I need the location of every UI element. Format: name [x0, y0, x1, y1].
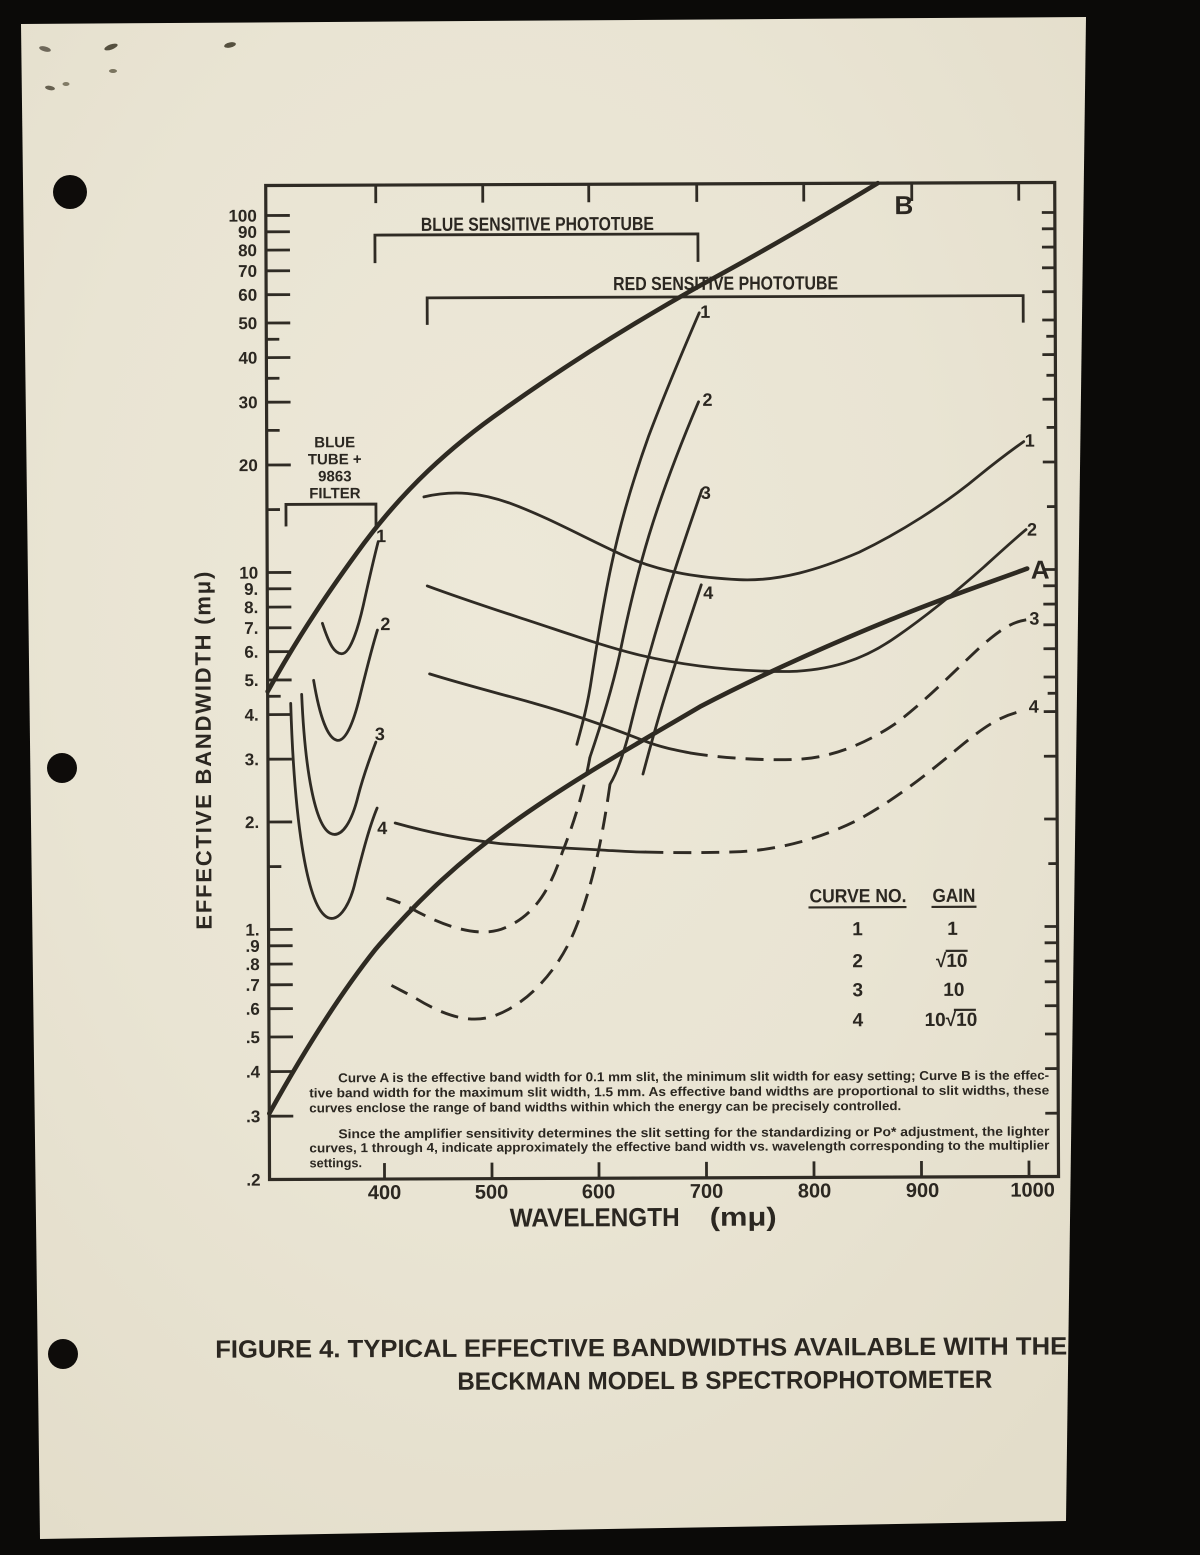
- svg-text:3: 3: [852, 980, 863, 1001]
- svg-text:2: 2: [380, 614, 390, 634]
- svg-text:1.: 1.: [245, 921, 259, 940]
- svg-text:WAVELENGTH: WAVELENGTH: [510, 1202, 680, 1233]
- svg-text:BECKMAN MODEL B SPECTROPHOTOME: BECKMAN MODEL B SPECTROPHOTOMETER: [457, 1366, 992, 1396]
- svg-text:2: 2: [1027, 520, 1037, 540]
- svg-text:1000: 1000: [1010, 1179, 1055, 1201]
- svg-text:700: 700: [690, 1181, 723, 1203]
- svg-text:.4: .4: [246, 1063, 261, 1082]
- svg-text:4: 4: [1029, 697, 1039, 717]
- svg-text:4: 4: [853, 1010, 864, 1031]
- svg-text:.2: .2: [246, 1171, 260, 1190]
- svg-text:4: 4: [703, 583, 713, 603]
- svg-text:400: 400: [368, 1182, 401, 1204]
- svg-text:.5: .5: [246, 1028, 260, 1047]
- svg-text:RED SENSITIVE PHOTOTUBE: RED SENSITIVE PHOTOTUBE: [613, 273, 838, 295]
- svg-text:curves, 1 through 4, indicate: curves, 1 through 4, indicate approximat…: [309, 1138, 1049, 1156]
- svg-text:CURVE NO.: CURVE NO.: [809, 886, 906, 907]
- svg-text:900: 900: [906, 1180, 939, 1202]
- svg-text:√10: √10: [936, 951, 968, 972]
- svg-text:8.: 8.: [244, 598, 258, 617]
- svg-text:5.: 5.: [244, 671, 258, 690]
- svg-text:10√10: 10√10: [925, 1010, 978, 1031]
- svg-text:B: B: [894, 190, 913, 220]
- svg-text:2.: 2.: [245, 813, 259, 832]
- svg-text:70: 70: [238, 262, 257, 281]
- svg-text:.3: .3: [246, 1107, 260, 1126]
- svg-text:6.: 6.: [244, 643, 258, 662]
- svg-text:settings.: settings.: [309, 1155, 362, 1170]
- svg-text:20: 20: [239, 456, 258, 475]
- svg-text:3.: 3.: [245, 750, 259, 769]
- svg-text:500: 500: [475, 1182, 508, 1204]
- svg-text:1: 1: [852, 919, 863, 940]
- svg-text:Curve A is the effective band: Curve A is the effective band width for …: [338, 1068, 1049, 1086]
- svg-text:GAIN: GAIN: [932, 886, 975, 907]
- svg-text:50: 50: [238, 314, 257, 333]
- svg-text:FILTER: FILTER: [309, 485, 361, 502]
- svg-text:1: 1: [700, 302, 710, 322]
- svg-text:30: 30: [239, 393, 258, 412]
- svg-text:.8: .8: [245, 955, 259, 974]
- svg-text:4: 4: [377, 818, 387, 838]
- svg-text:800: 800: [798, 1180, 831, 1202]
- svg-text:.7: .7: [246, 976, 260, 995]
- svg-text:EFFECTIVE BANDWIDTH (mμ): EFFECTIVE BANDWIDTH (mμ): [190, 570, 216, 930]
- svg-text:BLUE: BLUE: [314, 434, 355, 451]
- svg-text:60: 60: [238, 286, 257, 305]
- svg-text:.9: .9: [245, 937, 259, 956]
- svg-text:2: 2: [702, 390, 712, 410]
- svg-text:BLUE SENSITIVE PHOTOTUBE: BLUE SENSITIVE PHOTOTUBE: [421, 214, 654, 236]
- svg-text:600: 600: [582, 1181, 615, 1203]
- svg-text:2: 2: [852, 951, 863, 972]
- svg-text:80: 80: [238, 241, 257, 260]
- svg-text:10: 10: [239, 564, 258, 583]
- svg-text:100: 100: [228, 207, 256, 226]
- svg-text:.6: .6: [246, 1000, 260, 1019]
- svg-text:40: 40: [238, 349, 257, 368]
- svg-text:1: 1: [947, 919, 958, 940]
- svg-text:9.: 9.: [244, 580, 258, 599]
- svg-text:9863: 9863: [318, 468, 351, 485]
- svg-text:7.: 7.: [244, 619, 258, 638]
- svg-text:FIGURE 4. TYPICAL EFFECTIVE B: FIGURE 4. TYPICAL EFFECTIVE BANDWIDTHS A…: [215, 1332, 1067, 1363]
- svg-text:90: 90: [238, 223, 257, 242]
- svg-text:Since the amplifier sensitivit: Since the amplifier sensitivity determin…: [338, 1124, 1049, 1142]
- svg-text:1: 1: [376, 526, 386, 546]
- svg-text:tive band width for the maximu: tive band width for the maximum slit wid…: [309, 1083, 1049, 1101]
- svg-text:10: 10: [943, 980, 964, 1001]
- svg-text:TUBE +: TUBE +: [308, 451, 362, 468]
- svg-text:4.: 4.: [245, 706, 259, 725]
- svg-text:3: 3: [375, 724, 385, 744]
- svg-text:(mμ): (mμ): [710, 1202, 777, 1232]
- svg-text:3: 3: [1029, 609, 1039, 629]
- svg-text:3: 3: [701, 483, 711, 503]
- svg-text:1: 1: [1025, 431, 1035, 451]
- svg-text:curves enclose the range of ba: curves enclose the range of band widths …: [309, 1098, 901, 1115]
- svg-text:A: A: [1031, 555, 1050, 585]
